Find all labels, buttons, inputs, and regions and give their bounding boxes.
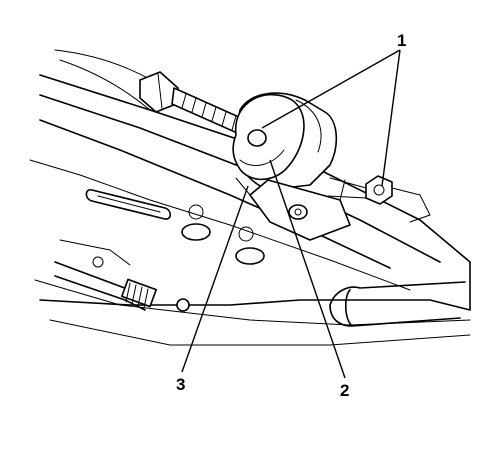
leader-3	[181, 185, 249, 373]
hose-fitting	[54, 239, 190, 312]
mount-bolt	[139, 71, 251, 137]
callout-1: 1	[397, 31, 406, 50]
leader-1b	[381, 49, 401, 187]
rail-fastener-2	[238, 226, 254, 242]
rail-hole-1	[181, 223, 211, 241]
callout-2: 2	[340, 381, 349, 400]
rail-slot	[85, 189, 172, 220]
mount-bolt-hole	[247, 129, 267, 147]
callout-3: 3	[176, 375, 185, 394]
leader-lines	[181, 49, 401, 379]
cross-member	[329, 281, 466, 327]
rail-hole-2	[235, 247, 265, 265]
mount-bracket	[235, 177, 351, 241]
leader-1a	[261, 49, 401, 129]
frame-rail	[29, 49, 471, 346]
rail-fastener-1	[188, 204, 204, 220]
mount-nut	[327, 175, 431, 223]
engine-mount	[232, 92, 338, 191]
leader-2	[269, 159, 346, 379]
